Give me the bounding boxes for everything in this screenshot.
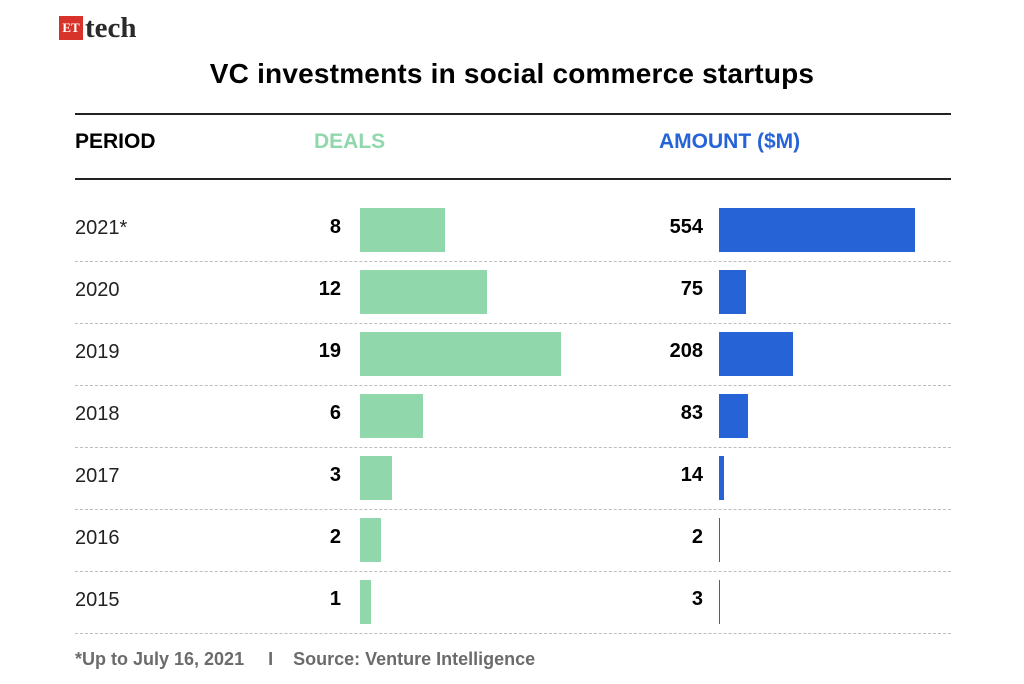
amount-bar — [719, 332, 793, 376]
period-label: 2019 — [75, 341, 120, 363]
deals-bar — [360, 456, 392, 500]
chart-footer: *Up to July 16, 2021 I Source: Venture Int… — [75, 649, 535, 670]
column-header-amount: AMOUNT ($M) — [659, 130, 801, 153]
table-row: 2020 12 75 — [75, 262, 951, 324]
table-row: 2021* 8 554 — [75, 200, 951, 262]
column-header-deals: DEALS — [314, 130, 386, 153]
deals-bar — [360, 332, 561, 376]
logo-wordmark: tech — [85, 11, 137, 44]
deals-value-label: 12 — [318, 278, 341, 300]
deals-value-label: 3 — [329, 464, 341, 486]
table-row: 2017 3 14 — [75, 448, 951, 510]
logo-badge: ET — [59, 16, 83, 40]
period-label: 2020 — [75, 279, 120, 301]
row-divider — [75, 447, 951, 448]
row-divider — [75, 261, 951, 262]
row-divider — [75, 509, 951, 510]
amount-value-label: 83 — [680, 402, 703, 424]
amount-value-label: 3 — [691, 588, 703, 610]
row-divider — [75, 633, 951, 634]
deals-bar — [360, 580, 371, 624]
table-row: 2015 1 3 — [75, 572, 951, 634]
amount-bar — [719, 208, 915, 252]
footnote: *Up to July 16, 2021 — [75, 649, 245, 669]
et-tech-logo: ET tech — [59, 11, 137, 44]
deals-bar — [360, 208, 445, 252]
period-label: 2021* — [75, 217, 128, 239]
deals-value-label: 1 — [329, 588, 341, 610]
amount-value-label: 75 — [680, 278, 703, 300]
amount-value-label: 208 — [669, 340, 703, 362]
period-label: 2016 — [75, 527, 120, 549]
deals-value-label: 6 — [329, 402, 341, 424]
deals-value-label: 8 — [329, 216, 341, 238]
period-label: 2015 — [75, 589, 120, 611]
deals-bar — [360, 394, 424, 438]
chart-title: VC investments in social commerce startu… — [209, 58, 815, 89]
row-divider — [75, 571, 951, 572]
deals-value-label: 19 — [318, 340, 341, 362]
amount-value-label: 14 — [680, 464, 703, 486]
period-label: 2017 — [75, 465, 120, 487]
source-note: Source: Venture Intelligence — [293, 649, 536, 669]
deals-bar — [360, 518, 382, 562]
row-divider — [75, 323, 951, 324]
table-row: 2018 6 83 — [75, 386, 951, 448]
table-row: 2019 19 208 — [75, 324, 951, 386]
period-label: 2018 — [75, 403, 120, 425]
table-row: 2016 2 2 — [75, 510, 951, 572]
amount-bar — [719, 456, 724, 500]
amount-bar — [719, 394, 749, 438]
footer-separator: I — [268, 649, 274, 669]
column-header-period: PERIOD — [75, 130, 156, 153]
header-bottom-rule — [75, 178, 951, 180]
deals-bar — [360, 270, 487, 314]
header-top-rule — [75, 113, 951, 115]
amount-value-label: 2 — [691, 526, 703, 548]
row-divider — [75, 385, 951, 386]
deals-value-label: 2 — [329, 526, 341, 548]
amount-bar — [719, 270, 746, 314]
amount-bar — [719, 518, 720, 562]
amount-value-label: 554 — [669, 216, 703, 238]
amount-bar — [719, 580, 721, 624]
